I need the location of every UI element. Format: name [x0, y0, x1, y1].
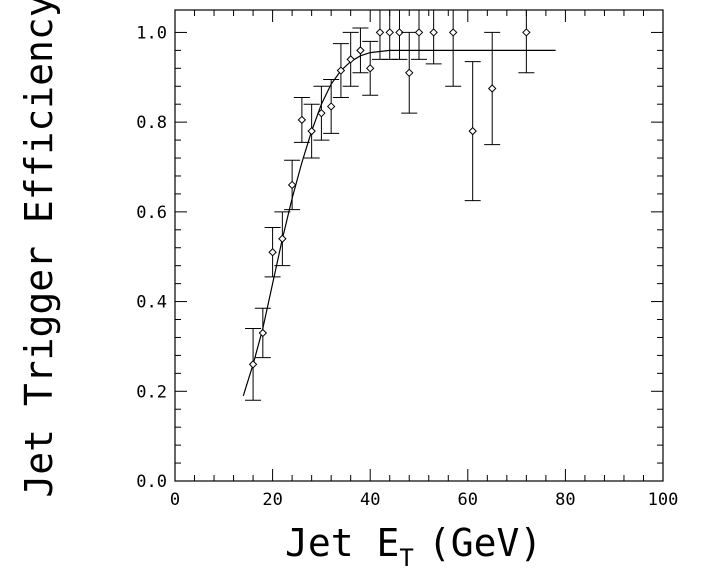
y-axis-title: Jet Trigger Efficiency	[17, 0, 61, 498]
data-point	[303, 103, 320, 159]
point-marker	[287, 180, 297, 190]
y-tick-label: 0.6	[136, 203, 167, 223]
plot-frame	[174, 9, 664, 482]
point-marker	[385, 28, 394, 37]
point-marker	[414, 28, 424, 37]
axis-ticks	[174, 10, 664, 482]
data-point	[332, 43, 349, 98]
fit-curve	[242, 49, 556, 396]
x-axis-title-main: Jet E	[285, 521, 399, 565]
point-marker	[248, 360, 258, 369]
data-point	[284, 159, 301, 211]
x-tick-label: 80	[555, 490, 575, 510]
data-point	[313, 85, 330, 141]
x-tick-label: 40	[360, 490, 380, 510]
point-marker	[375, 28, 385, 37]
x-axis-title: Jet ET (GeV)	[285, 521, 542, 572]
data-point	[264, 227, 281, 278]
x-tick-label: 0	[170, 490, 180, 510]
data-point	[352, 27, 369, 74]
point-marker	[487, 84, 497, 93]
point-marker	[468, 126, 477, 136]
data-point	[484, 31, 501, 146]
data-point	[274, 211, 291, 267]
y-tick-label: 0.2	[136, 382, 167, 402]
point-marker	[356, 46, 365, 55]
data-point	[401, 31, 418, 114]
point-marker	[278, 234, 287, 243]
point-marker	[326, 102, 336, 111]
x-tick-label: 20	[262, 490, 282, 510]
tick-labels: 0 20 40 60 80 100 0.0 0.2 0.4 0.6 0.8 1.0	[136, 23, 678, 510]
data-point	[362, 40, 379, 96]
data-point	[391, 10, 408, 60]
point-marker	[365, 64, 375, 73]
data-point	[445, 10, 462, 87]
x-axis-title-subscript: T	[399, 544, 413, 572]
data-point	[411, 10, 427, 60]
y-tick-label: 0.0	[136, 472, 167, 492]
point-marker	[448, 28, 458, 37]
x-tick-label: 100	[648, 490, 679, 510]
point-marker	[522, 28, 531, 37]
data-point	[254, 307, 271, 359]
data-point	[425, 10, 442, 65]
point-marker	[405, 68, 414, 78]
point-marker	[268, 248, 277, 257]
data-point	[381, 10, 398, 60]
point-marker	[307, 126, 316, 136]
data-point	[342, 31, 359, 87]
data-points-group	[245, 10, 535, 401]
fit-curve-group	[242, 49, 556, 396]
data-point	[245, 327, 262, 401]
data-point	[518, 10, 535, 74]
point-marker	[429, 28, 438, 37]
point-marker	[346, 55, 355, 64]
point-marker	[317, 108, 326, 118]
point-marker	[336, 66, 346, 75]
point-marker	[395, 28, 404, 37]
y-tick-label: 0.8	[136, 113, 167, 133]
data-point	[293, 96, 310, 143]
data-point	[464, 61, 481, 202]
x-tick-label: 60	[458, 490, 478, 510]
y-tick-label: 1.0	[136, 23, 167, 43]
data-point	[323, 79, 340, 134]
point-marker	[297, 115, 307, 125]
x-axis-title-unit: (GeV)	[428, 521, 542, 565]
point-marker	[258, 328, 268, 338]
y-tick-label: 0.4	[136, 293, 167, 313]
